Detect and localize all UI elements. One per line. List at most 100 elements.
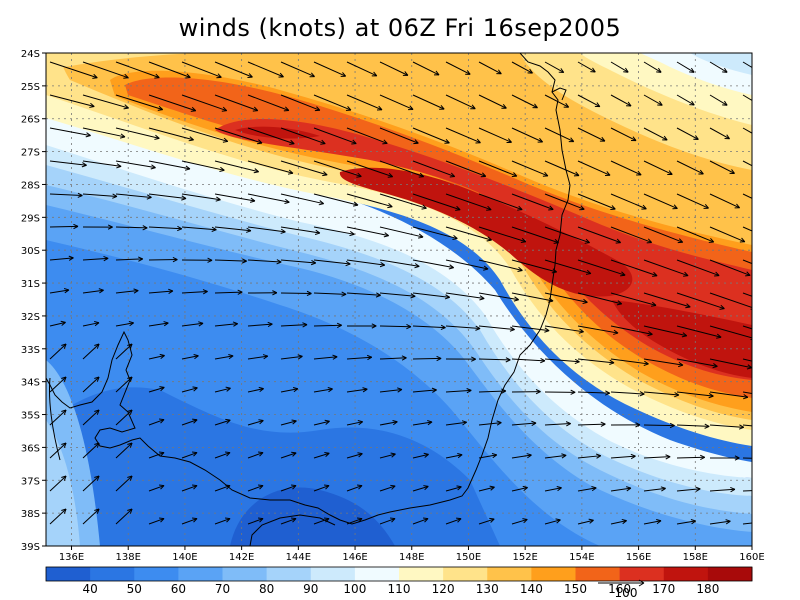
wind-vector bbox=[379, 160, 424, 178]
lat-tick-label: 35S bbox=[21, 411, 40, 422]
wind-vector bbox=[676, 424, 710, 427]
wind-vector bbox=[280, 193, 324, 205]
wind-vector bbox=[577, 160, 611, 176]
wind-vector bbox=[412, 292, 450, 298]
wind-vector bbox=[247, 355, 268, 360]
wind-vector-head bbox=[471, 356, 476, 362]
wind-vector-head bbox=[621, 518, 627, 525]
wind-vector-head bbox=[202, 289, 208, 295]
wind-vector-head bbox=[258, 386, 264, 393]
wind-vector bbox=[181, 226, 217, 231]
wind-vector-head bbox=[92, 73, 98, 79]
wind-vector bbox=[181, 193, 221, 201]
colorbar-swatch bbox=[663, 567, 709, 581]
wind-vector-head bbox=[431, 387, 437, 393]
wind-vector-head bbox=[708, 393, 714, 399]
lat-tick-label: 25S bbox=[21, 82, 40, 93]
wind-vector bbox=[742, 358, 752, 362]
wind-vector bbox=[313, 452, 330, 459]
wind-vector-head bbox=[276, 259, 282, 265]
wind-vector-head bbox=[662, 135, 668, 141]
wind-vector-head bbox=[760, 520, 765, 524]
wind-vector-head bbox=[558, 68, 565, 73]
wind-vector bbox=[676, 127, 699, 140]
wind-vector-head bbox=[590, 67, 596, 73]
wind-vector-head bbox=[501, 388, 507, 394]
wind-vector-head bbox=[609, 359, 615, 365]
wind-vector bbox=[577, 325, 619, 334]
lon-tick-label: 144E bbox=[286, 552, 311, 563]
wind-vector bbox=[115, 94, 163, 111]
coastline bbox=[46, 53, 571, 546]
wind-vector-head bbox=[262, 354, 269, 360]
wind-vector bbox=[676, 391, 714, 397]
wind-vector-head bbox=[61, 475, 67, 481]
wind-vector bbox=[280, 485, 297, 492]
wind-vector bbox=[412, 127, 450, 144]
lon-tick-label: 152E bbox=[512, 552, 537, 563]
wind-vector-head bbox=[287, 169, 294, 175]
wind-vector bbox=[577, 487, 597, 492]
wind-vector-head bbox=[257, 139, 263, 145]
lon-tick-label: 136E bbox=[59, 552, 84, 563]
colorbar-swatch bbox=[266, 567, 312, 581]
wind-vector bbox=[49, 160, 87, 166]
wind-vector-head bbox=[324, 517, 330, 523]
wind-vector-head bbox=[698, 169, 704, 175]
wind-vector bbox=[346, 453, 363, 459]
wind-vector-head bbox=[159, 484, 165, 490]
wind-vector-head bbox=[427, 420, 433, 426]
speed-band-130-nw bbox=[46, 53, 200, 70]
wind-vector-head bbox=[540, 357, 546, 364]
wind-vector bbox=[511, 160, 549, 177]
speed-band-140 bbox=[60, 53, 752, 420]
wind-vector bbox=[577, 94, 601, 108]
wind-vector bbox=[214, 419, 231, 426]
wind-vector-head bbox=[588, 518, 594, 524]
wind-vector-head bbox=[719, 304, 725, 310]
wind-vector-head bbox=[327, 387, 333, 393]
wind-vector-head bbox=[123, 104, 129, 110]
colorbar-label: 70 bbox=[215, 582, 230, 596]
wind-vector bbox=[412, 226, 458, 240]
wind-vector-head bbox=[643, 360, 649, 366]
wind-vector bbox=[610, 61, 629, 73]
wind-vector-head bbox=[444, 294, 450, 300]
wind-vector bbox=[643, 520, 662, 525]
wind-vector-head bbox=[616, 300, 623, 306]
wind-vector-head bbox=[185, 73, 191, 79]
wind-vector bbox=[544, 193, 585, 210]
wind-vector-head bbox=[703, 204, 709, 209]
lon-tick-label: 140E bbox=[172, 552, 197, 563]
wind-vector-head bbox=[127, 508, 133, 514]
wind-vector bbox=[643, 193, 678, 210]
lon-tick-label: 158E bbox=[683, 552, 708, 563]
wind-vector-head bbox=[60, 320, 66, 326]
wind-vector bbox=[709, 127, 730, 140]
wind-vector-head bbox=[61, 343, 67, 349]
wind-vector-head bbox=[765, 488, 770, 492]
colorbar-swatch bbox=[443, 567, 488, 581]
wind-vector-head bbox=[94, 320, 100, 327]
wind-vector bbox=[643, 226, 683, 243]
wind-vector bbox=[82, 442, 100, 459]
wind-vector-head bbox=[444, 138, 450, 144]
wind-vector bbox=[247, 127, 295, 145]
wind-vector-head bbox=[750, 335, 752, 341]
colorbar-label: 180 bbox=[696, 582, 719, 596]
wind-vector-head bbox=[159, 353, 165, 359]
wind-vector bbox=[148, 518, 165, 525]
wind-vector bbox=[214, 61, 253, 78]
wind-vector bbox=[82, 475, 100, 492]
colorbar-label: 60 bbox=[171, 582, 186, 596]
wind-vector bbox=[478, 390, 506, 393]
wind-vector bbox=[346, 127, 388, 144]
lat-tick-label: 26S bbox=[21, 115, 40, 126]
wind-vector bbox=[544, 519, 561, 525]
wind-vector bbox=[247, 452, 264, 459]
wind-vector bbox=[445, 292, 485, 299]
wind-vector bbox=[49, 193, 83, 197]
wind-vector bbox=[247, 226, 286, 233]
wind-vector bbox=[511, 422, 537, 426]
wind-vector-head bbox=[626, 486, 632, 492]
